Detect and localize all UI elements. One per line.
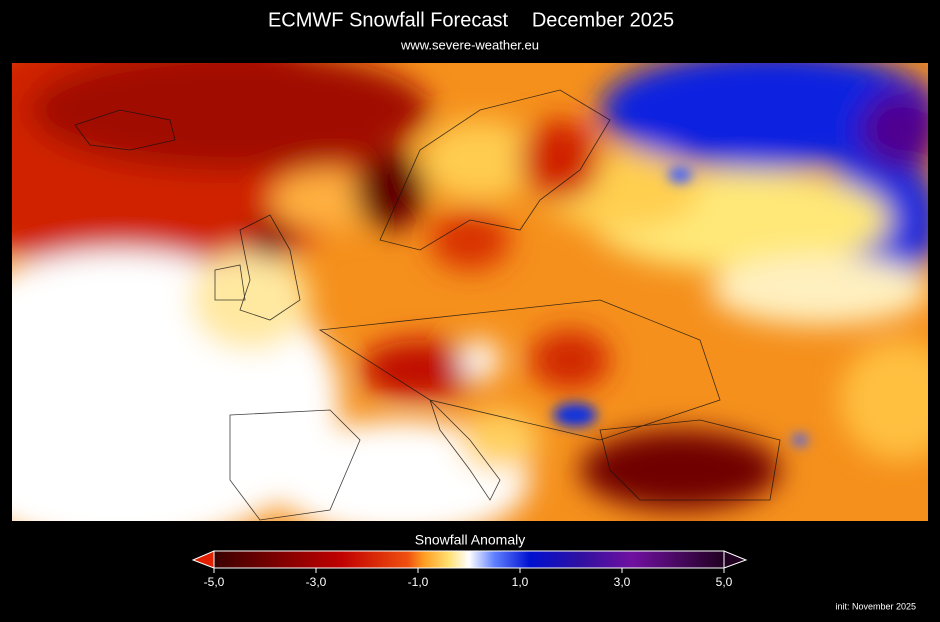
colorbar (191, 550, 748, 569)
tick-label: -3,0 (306, 575, 327, 589)
tick-label: 5,0 (716, 575, 733, 589)
tick-label: 1,0 (512, 575, 529, 589)
init-note: init: November 2025 (835, 601, 916, 611)
subtitle: www.severe-weather.eu (400, 37, 539, 52)
map (12, 63, 928, 521)
tick-label: 3,0 (614, 575, 631, 589)
tick-label: -1,0 (408, 575, 429, 589)
title: ECMWF Snowfall Forecast (268, 9, 508, 31)
date: December 2025 (532, 9, 674, 31)
legend-label: Snowfall Anomaly (415, 532, 526, 548)
tick-label: -5,0 (204, 575, 225, 589)
colorbar-ticks: -5,0 -3,0 -1,0 1,0 3,0 5,0 (204, 568, 733, 589)
